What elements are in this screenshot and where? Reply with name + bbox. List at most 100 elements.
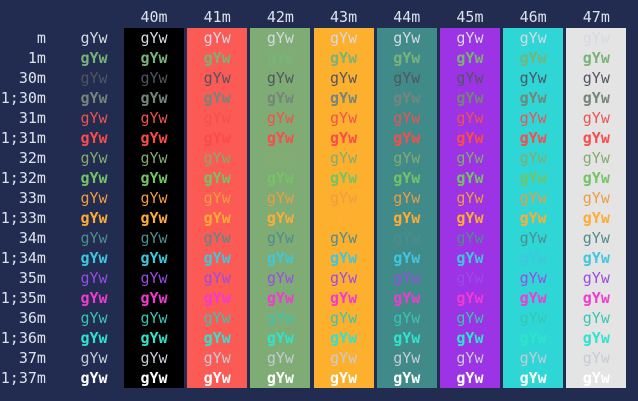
sample-cell-41m: gYw [187, 248, 248, 268]
sample-cell-41m: gYw [187, 168, 248, 188]
ansi-row-1-36m: 1;36m gYw gYw gYw gYw gYw gYw gYw gYw gYw [0, 328, 638, 348]
ansi-row-35m: 35m gYw gYw gYw gYw gYw gYw gYw gYw gYw [0, 268, 638, 288]
sample-cell-40m: gYw [124, 68, 184, 88]
sample-cell-41m: gYw [187, 228, 248, 248]
sample-cell-43m: gYw [313, 128, 374, 148]
ansi-row-1-31m: 1;31m gYw gYw gYw gYw gYw gYw gYw gYw gYw [0, 128, 638, 148]
sample-cell-40m: gYw [124, 228, 184, 248]
row-label: 1;31m [0, 129, 64, 147]
sample-cell-46m: gYw [503, 148, 564, 168]
sample-cell-40m: gYw [124, 308, 184, 328]
sample-cell-44m: gYw [376, 168, 437, 188]
sample-cell-40m: gYw [124, 28, 184, 48]
sample-cell-44m: gYw [376, 208, 437, 228]
sample-cell-47m: gYw [566, 348, 627, 368]
sample-cell-nobg: gYw [80, 229, 108, 247]
ansi-row-1-30m: 1;30m gYw gYw gYw gYw gYw gYw gYw gYw gYw [0, 88, 638, 108]
sample-cell-41m: gYw [187, 348, 248, 368]
ansi-row-30m: 30m gYw gYw gYw gYw gYw gYw gYw gYw gYw [0, 68, 638, 88]
sample-cell-47m: gYw [566, 128, 627, 148]
sample-cell-40m: gYw [124, 48, 184, 68]
sample-cell-45m: gYw [439, 168, 500, 188]
sample-cell-41m: gYw [187, 368, 248, 388]
sample-cell-42m: gYw [250, 188, 311, 208]
sample-cell-44m: gYw [376, 328, 437, 348]
sample-cell-47m: gYw [566, 148, 627, 168]
ansi-row-33m: 33m gYw gYw gYw gYw gYw gYw gYw gYw gYw [0, 188, 638, 208]
sample-cell-47m: gYw [566, 68, 627, 88]
sample-cell-47m: gYw [566, 248, 627, 268]
sample-cell-42m: gYw [250, 328, 311, 348]
column-header-45m: 45m [456, 8, 484, 26]
row-label: 35m [18, 269, 64, 287]
sample-cell-45m: gYw [439, 208, 500, 228]
row-label: 37m [18, 349, 64, 367]
sample-cell-43m: gYw [313, 108, 374, 128]
row-label: 1;30m [0, 89, 64, 107]
sample-cell-nobg: gYw [80, 369, 108, 387]
sample-cell-47m: gYw [566, 28, 627, 48]
sample-cell-41m: gYw [187, 208, 248, 228]
row-label: 1;37m [0, 369, 64, 387]
sample-cell-45m: gYw [439, 88, 500, 108]
column-header-42m: 42m [266, 8, 294, 26]
sample-cell-46m: gYw [503, 348, 564, 368]
row-label: 1;35m [0, 289, 64, 307]
sample-cell-42m: gYw [250, 368, 311, 388]
sample-cell-41m: gYw [187, 288, 248, 308]
sample-cell-46m: gYw [503, 168, 564, 188]
ansi-row-36m: 36m gYw gYw gYw gYw gYw gYw gYw gYw gYw [0, 308, 638, 328]
row-label: 1;34m [0, 249, 64, 267]
sample-cell-46m: gYw [503, 68, 564, 88]
sample-cell-46m: gYw [503, 228, 564, 248]
sample-cell-42m: gYw [250, 148, 311, 168]
sample-cell-47m: gYw [566, 288, 627, 308]
column-header-40m: 40m [140, 8, 168, 26]
sample-cell-46m: gYw [503, 268, 564, 288]
sample-cell-45m: gYw [439, 28, 500, 48]
ansi-row-1-32m: 1;32m gYw gYw gYw gYw gYw gYw gYw gYw gYw [0, 168, 638, 188]
sample-cell-43m: gYw [313, 348, 374, 368]
sample-cell-40m: gYw [124, 108, 184, 128]
sample-cell-43m: gYw [313, 188, 374, 208]
ansi-row-34m: 34m gYw gYw gYw gYw gYw gYw gYw gYw gYw [0, 228, 638, 248]
sample-cell-47m: gYw [566, 208, 627, 228]
sample-cell-44m: gYw [376, 288, 437, 308]
sample-cell-nobg: gYw [80, 149, 108, 167]
sample-cell-42m: gYw [250, 108, 311, 128]
sample-cell-nobg: gYw [80, 269, 108, 287]
ansi-row-31m: 31m gYw gYw gYw gYw gYw gYw gYw gYw gYw [0, 108, 638, 128]
sample-cell-46m: gYw [503, 88, 564, 108]
sample-cell-46m: gYw [503, 48, 564, 68]
sample-cell-41m: gYw [187, 68, 248, 88]
sample-cell-40m: gYw [124, 148, 184, 168]
sample-cell-44m: gYw [376, 268, 437, 288]
sample-cell-44m: gYw [376, 148, 437, 168]
sample-cell-44m: gYw [376, 368, 437, 388]
sample-cell-40m: gYw [124, 288, 184, 308]
sample-cell-42m: gYw [250, 308, 311, 328]
row-label: 1;33m [0, 209, 64, 227]
sample-cell-47m: gYw [566, 308, 627, 328]
sample-cell-45m: gYw [439, 48, 500, 68]
sample-cell-47m: gYw [566, 328, 627, 348]
sample-cell-46m: gYw [503, 308, 564, 328]
sample-cell-40m: gYw [124, 88, 184, 108]
row-label: 36m [18, 309, 64, 327]
sample-cell-45m: gYw [439, 288, 500, 308]
sample-cell-43m: gYw [313, 28, 374, 48]
sample-cell-nobg: gYw [80, 309, 108, 327]
sample-cell-43m: gYw [313, 368, 374, 388]
sample-cell-41m: gYw [187, 188, 248, 208]
column-header-43m: 43m [330, 8, 358, 26]
sample-cell-44m: gYw [376, 48, 437, 68]
sample-cell-46m: gYw [503, 208, 564, 228]
sample-cell-44m: gYw [376, 228, 437, 248]
ansi-row-1-37m: 1;37m gYw gYw gYw gYw gYw gYw gYw gYw gYw [0, 368, 638, 388]
sample-cell-44m: gYw [376, 128, 437, 148]
row-label: 30m [18, 69, 64, 87]
sample-cell-44m: gYw [376, 308, 437, 328]
sample-cell-41m: gYw [187, 268, 248, 288]
sample-cell-40m: gYw [124, 368, 184, 388]
sample-cell-43m: gYw [313, 168, 374, 188]
